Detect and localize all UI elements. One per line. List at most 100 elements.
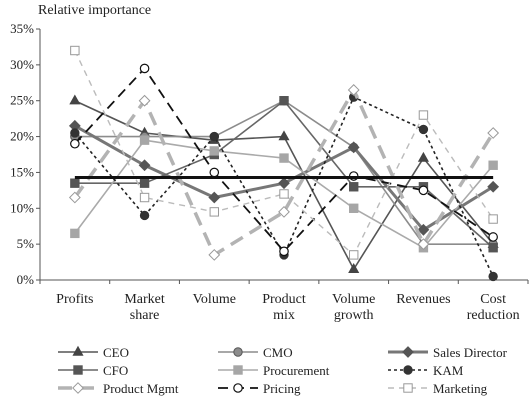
data-point-kam bbox=[139, 210, 150, 221]
series-cmo bbox=[70, 96, 498, 249]
x-tick-label-line: mix bbox=[273, 308, 295, 323]
data-point-cfo bbox=[70, 178, 80, 188]
data-point-product-mgmt bbox=[347, 84, 360, 96]
data-point-sales-director bbox=[208, 191, 221, 204]
legend-label: KAM bbox=[433, 363, 464, 378]
legend-swatch-marker bbox=[72, 345, 84, 356]
data-point-product-mgmt bbox=[138, 94, 151, 107]
legend-item-cmo: CMO bbox=[218, 345, 293, 360]
data-point-marketing bbox=[139, 192, 150, 203]
data-point-product-mgmt bbox=[487, 127, 500, 139]
x-tick-label: Revenues bbox=[396, 292, 450, 307]
data-point-kam bbox=[418, 124, 429, 135]
data-point-procurement bbox=[70, 228, 80, 239]
x-tick-label: Cost reduction bbox=[467, 292, 520, 323]
legend-label: Marketing bbox=[433, 381, 488, 396]
legend-item-pricing: Pricing bbox=[218, 381, 301, 396]
legend-label: Product Mgmt bbox=[103, 381, 179, 396]
y-tick-label: 20% bbox=[10, 129, 34, 144]
series-line-cmo bbox=[74, 99, 494, 245]
data-point-pricing bbox=[209, 167, 220, 178]
data-point-procurement bbox=[209, 146, 219, 156]
data-point-cfo bbox=[488, 243, 498, 253]
x-tick-label: Profits bbox=[56, 292, 93, 307]
x-tick-label-line: Market bbox=[124, 292, 165, 307]
series-sales-director bbox=[68, 119, 500, 236]
data-point-marketing bbox=[349, 250, 359, 260]
data-point-sales-director bbox=[278, 177, 290, 190]
chart-title: Relative importance bbox=[38, 3, 151, 18]
x-tick-label-line: Cost bbox=[480, 292, 506, 307]
legend-item-kam: KAM bbox=[388, 363, 464, 378]
data-point-procurement bbox=[139, 135, 150, 145]
legend-item-marketing: Marketing bbox=[388, 381, 488, 396]
legend-swatch-marker bbox=[403, 365, 413, 375]
legend-item-cfo: CFO bbox=[58, 363, 128, 378]
data-point-sales-director bbox=[417, 223, 430, 236]
data-point-product-mgmt bbox=[278, 205, 290, 218]
legend-label: CEO bbox=[103, 345, 129, 360]
data-point-pricing bbox=[139, 63, 150, 74]
data-point-product-mgmt bbox=[68, 191, 81, 204]
series-cfo bbox=[70, 96, 498, 253]
data-point-cfo bbox=[139, 178, 150, 188]
legend-swatch-marker bbox=[402, 346, 414, 358]
legend-swatch-marker bbox=[72, 382, 84, 394]
data-point-pricing bbox=[418, 185, 429, 196]
data-point-procurement bbox=[488, 160, 498, 170]
data-point-kam bbox=[209, 131, 219, 142]
x-tick-label: Market share bbox=[124, 292, 165, 323]
y-tick-label: 5% bbox=[17, 236, 35, 251]
y-tick-label: 35% bbox=[10, 21, 34, 36]
data-point-product-mgmt bbox=[417, 238, 430, 251]
legend-label: Procurement bbox=[263, 363, 330, 378]
x-tick-label-line: reduction bbox=[467, 308, 520, 323]
data-point-ceo bbox=[417, 151, 429, 162]
x-tick-label: Volume growth bbox=[332, 292, 375, 323]
legend-item-product-mgmt: Product Mgmt bbox=[58, 381, 179, 396]
legend-label: CMO bbox=[263, 345, 293, 360]
data-point-ceo bbox=[348, 263, 360, 273]
y-tick-label: 30% bbox=[10, 57, 34, 72]
x-tick-label-line: growth bbox=[334, 308, 374, 323]
data-point-sales-director bbox=[138, 159, 151, 172]
series-layer bbox=[68, 45, 500, 282]
data-point-pricing bbox=[279, 246, 289, 257]
legend-label: Sales Director bbox=[433, 345, 508, 360]
data-point-marketing bbox=[418, 110, 429, 120]
legend-swatch-marker bbox=[233, 365, 243, 375]
legend-swatch-marker bbox=[233, 383, 243, 393]
data-point-sales-director bbox=[487, 180, 500, 193]
legend-swatch-marker bbox=[233, 347, 243, 357]
data-point-ceo bbox=[69, 94, 81, 105]
data-point-pricing bbox=[70, 138, 80, 149]
legend-layer: CEO CMO Sales Director CFO Procurement KAM Pro… bbox=[58, 345, 508, 396]
x-tick-label: Product mix bbox=[262, 292, 306, 323]
y-tick-label: 15% bbox=[10, 164, 34, 179]
x-tick-label-line: Volume bbox=[193, 292, 236, 307]
x-tick-label-line: Volume bbox=[332, 292, 375, 307]
legend-item-procurement: Procurement bbox=[218, 363, 330, 378]
x-tick-label-line: share bbox=[130, 308, 160, 323]
data-point-sales-director bbox=[347, 141, 360, 154]
legend-label: CFO bbox=[103, 363, 128, 378]
data-point-pricing bbox=[488, 232, 498, 242]
data-point-marketing bbox=[279, 189, 289, 199]
data-point-cfo bbox=[349, 182, 359, 192]
legend-item-ceo: CEO bbox=[58, 345, 129, 360]
data-point-marketing bbox=[209, 207, 219, 217]
series-product-mgmt bbox=[68, 84, 500, 261]
legend-swatch-marker bbox=[403, 383, 413, 393]
data-point-ceo bbox=[278, 130, 290, 141]
legend-swatch-marker bbox=[73, 365, 83, 375]
data-point-kam bbox=[70, 128, 80, 138]
data-point-cfo bbox=[279, 96, 289, 106]
x-tick-label-line: Product bbox=[262, 292, 306, 307]
series-marketing bbox=[70, 45, 498, 260]
legend-item-sales-director: Sales Director bbox=[388, 345, 508, 360]
x-tick-label: Volume bbox=[193, 292, 236, 307]
legend-label: Pricing bbox=[263, 381, 301, 396]
axes-layer: Relative importance 0% 5% 10% 15% 20% 25% 30% 35… bbox=[10, 3, 529, 323]
